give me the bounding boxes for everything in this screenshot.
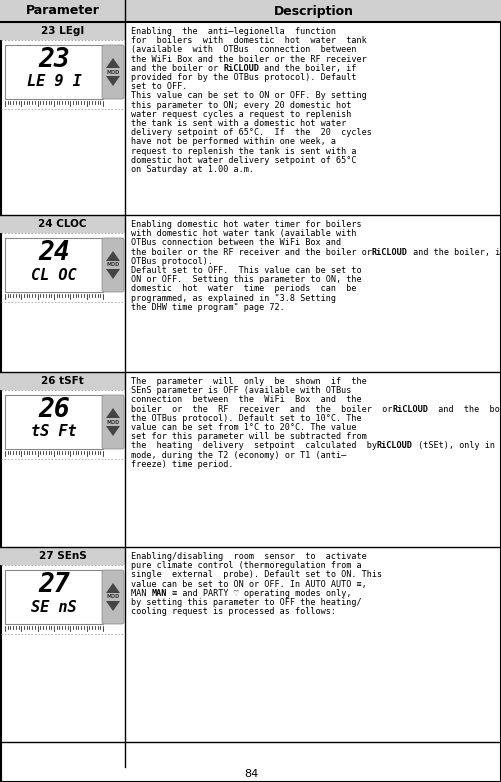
Text: domestic  hot  water  time  periods  can  be: domestic hot water time periods can be (131, 285, 356, 293)
Text: Parameter: Parameter (26, 5, 99, 17)
Text: programmed, as explained in "3.8 Setting: programmed, as explained in "3.8 Setting (131, 293, 335, 303)
Polygon shape (106, 426, 120, 436)
Text: 24 CLOC: 24 CLOC (38, 219, 87, 229)
Text: with domestic hot water tank (available with: with domestic hot water tank (available … (131, 229, 356, 239)
Text: 26 tSFt: 26 tSFt (41, 376, 84, 386)
Text: set to OFF.: set to OFF. (131, 82, 187, 91)
Text: MOD: MOD (106, 419, 119, 425)
Text: domestic hot water delivery setpoint of 65°C: domestic hot water delivery setpoint of … (131, 156, 356, 165)
Text: for  boilers  with  domestic  hot  water  tank: for boilers with domestic hot water tank (131, 36, 366, 45)
Text: MOD: MOD (106, 263, 119, 267)
Bar (0, 215, 125, 233)
Text: connection  between  the  WiFi  Box  and  the: connection between the WiFi Box and the (131, 396, 361, 404)
Text: the WiFi Box and the boiler or the RF receiver: the WiFi Box and the boiler or the RF re… (131, 55, 366, 63)
Bar (0, 0, 501, 22)
Bar (5, 45, 103, 99)
Text: water request cycles a request to replenish: water request cycles a request to replen… (131, 109, 351, 119)
Text: the DHW time program" page 72.: the DHW time program" page 72. (131, 303, 284, 312)
Text: request to replenish the tank is sent with a: request to replenish the tank is sent wi… (131, 146, 356, 156)
Text: by setting this parameter to OFF the heating/: by setting this parameter to OFF the hea… (131, 598, 361, 607)
Text: the  heating  delivery  setpoint  calculated  by: the heating delivery setpoint calculated… (131, 441, 376, 450)
Text: cooling request is processed as follows:: cooling request is processed as follows: (131, 607, 335, 616)
FancyBboxPatch shape (102, 395, 124, 449)
Text: ≡ and PARTY ♡ operating modes only,: ≡ and PARTY ♡ operating modes only, (166, 589, 351, 597)
Text: RiCLOUD: RiCLOUD (392, 404, 427, 414)
Polygon shape (106, 76, 120, 86)
Text: value can be set to ON or OFF. In AUTO AUTO ≡,: value can be set to ON or OFF. In AUTO A… (131, 579, 366, 589)
FancyBboxPatch shape (102, 45, 124, 99)
Text: This value can be set to ON or OFF. By setting: This value can be set to ON or OFF. By s… (131, 91, 366, 100)
Text: SEnS parameter is OFF (available with OTBus: SEnS parameter is OFF (available with OT… (131, 386, 351, 395)
Text: Description: Description (273, 5, 353, 17)
Text: OTBus connection between the WiFi Box and: OTBus connection between the WiFi Box an… (131, 239, 341, 247)
Text: 27: 27 (38, 572, 70, 598)
Text: CL OC: CL OC (31, 267, 77, 282)
Text: MOD: MOD (106, 594, 119, 600)
Text: and the boiler, if provided for by the: and the boiler, if provided for by the (407, 248, 501, 256)
Text: 24: 24 (38, 240, 70, 266)
Polygon shape (106, 408, 120, 418)
Text: the tank is sent with a domestic hot water: the tank is sent with a domestic hot wat… (131, 119, 346, 128)
Text: Enabling domestic hot water timer for boilers: Enabling domestic hot water timer for bo… (131, 220, 361, 229)
Bar (0, 22, 125, 40)
Text: pure climate control (thermoregulation from a: pure climate control (thermoregulation f… (131, 561, 361, 570)
Bar (5, 238, 103, 292)
Text: ON or OFF.  Setting this parameter to ON, the: ON or OFF. Setting this parameter to ON,… (131, 275, 361, 284)
Polygon shape (106, 269, 120, 279)
Text: single  external  probe). Default set to ON. This: single external probe). Default set to O… (131, 570, 381, 579)
Text: boiler  or  the  RF  receiver  and  the  boiler  or: boiler or the RF receiver and the boiler… (131, 404, 392, 414)
Text: (available  with  OTBus  connection  between: (available with OTBus connection between (131, 45, 356, 55)
Text: and the boiler, if: and the boiler, if (259, 64, 356, 73)
Text: MOD: MOD (106, 70, 119, 74)
Text: RiCLOUD: RiCLOUD (371, 248, 407, 256)
Bar (0, 547, 125, 565)
Text: Enabling/disabling  room  sensor  to  activate: Enabling/disabling room sensor to activa… (131, 552, 366, 561)
Text: provided for by the OTBus protocol). Default: provided for by the OTBus protocol). Def… (131, 73, 356, 82)
Text: RiCLOUD: RiCLOUD (223, 64, 259, 73)
FancyBboxPatch shape (102, 570, 124, 624)
Text: freeze) time period.: freeze) time period. (131, 460, 233, 468)
Text: 27 SEnS: 27 SEnS (39, 551, 86, 561)
FancyBboxPatch shape (102, 238, 124, 292)
Text: MAN: MAN (131, 589, 151, 597)
Text: tS Ft: tS Ft (31, 425, 77, 439)
Text: value can be set from 1°C to 20°C. The value: value can be set from 1°C to 20°C. The v… (131, 423, 356, 432)
Text: 84: 84 (243, 769, 258, 779)
Polygon shape (106, 251, 120, 261)
Text: (tSEt), only in AUTO AUTO ≡ operating: (tSEt), only in AUTO AUTO ≡ operating (412, 441, 501, 450)
Text: 26: 26 (38, 397, 70, 423)
Text: MAN: MAN (151, 589, 166, 597)
Text: OTBus protocol).: OTBus protocol). (131, 256, 212, 266)
Text: and  the  boiler,  if  provided  for  by: and the boiler, if provided for by (427, 404, 501, 414)
Text: on Saturday at 1.00 a.m.: on Saturday at 1.00 a.m. (131, 165, 254, 174)
Text: 23 LEgI: 23 LEgI (41, 26, 84, 36)
Text: and the boiler or: and the boiler or (131, 64, 223, 73)
Polygon shape (106, 58, 120, 68)
Polygon shape (106, 583, 120, 593)
Text: 23: 23 (38, 47, 70, 73)
Bar (5, 395, 103, 449)
Text: Enabling  the  anti–legionella  function: Enabling the anti–legionella function (131, 27, 335, 36)
Text: The  parameter  will  only  be  shown  if  the: The parameter will only be shown if the (131, 377, 366, 386)
Text: Default set to OFF.  This value can be set to: Default set to OFF. This value can be se… (131, 266, 361, 275)
Bar (0, 372, 125, 390)
Text: set for this parameter will be subtracted from: set for this parameter will be subtracte… (131, 432, 366, 441)
Text: the boiler or the RF receiver and the boiler or: the boiler or the RF receiver and the bo… (131, 248, 371, 256)
Text: have not be performed within one week, a: have not be performed within one week, a (131, 138, 335, 146)
Polygon shape (106, 601, 120, 611)
Bar (5, 570, 103, 624)
Text: the OTBus protocol). Default set to 10°C. The: the OTBus protocol). Default set to 10°C… (131, 414, 361, 423)
Text: RiCLOUD: RiCLOUD (376, 441, 412, 450)
Text: SE nS: SE nS (31, 600, 77, 615)
Text: delivery setpoint of 65°C.  If  the  20  cycles: delivery setpoint of 65°C. If the 20 cyc… (131, 128, 371, 137)
Text: LE 9 I: LE 9 I (27, 74, 81, 89)
Text: this parameter to ON; every 20 domestic hot: this parameter to ON; every 20 domestic … (131, 101, 351, 109)
Text: mode, during the T2 (economy) or T1 (anti–: mode, during the T2 (economy) or T1 (ant… (131, 450, 346, 460)
